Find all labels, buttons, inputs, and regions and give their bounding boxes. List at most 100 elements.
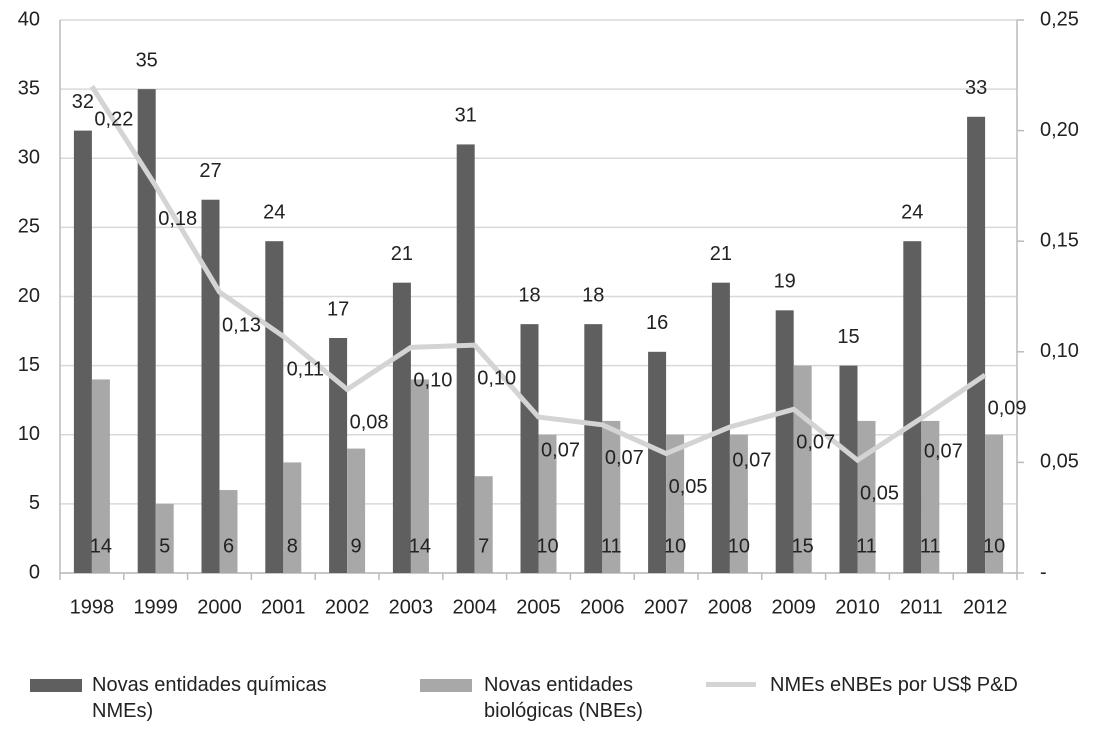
bar xyxy=(985,434,1004,573)
line-label: 0,18 xyxy=(158,208,197,230)
bar-label: 10 xyxy=(664,535,686,557)
bar-label: 6 xyxy=(223,535,234,557)
bar-label: 35 xyxy=(136,49,158,71)
legend-label: NMEs eNBEs por US$ P&D xyxy=(770,674,1018,696)
line-label: 0,22 xyxy=(94,109,133,131)
y-tick-label: 35 xyxy=(18,77,40,99)
bar-label: 10 xyxy=(536,535,558,557)
bar-label: 8 xyxy=(287,535,298,557)
x-tick-label: 2004 xyxy=(452,596,497,618)
line-label: 0,08 xyxy=(350,412,389,434)
bar xyxy=(602,420,621,573)
x-tick-label: 2003 xyxy=(389,596,434,618)
x-tick-label: 2009 xyxy=(771,596,816,618)
legend-swatch xyxy=(30,679,82,692)
y-tick-label: 0 xyxy=(29,561,40,583)
x-tick-label: 2010 xyxy=(835,596,880,618)
bar xyxy=(91,379,110,573)
chart: 0 5 10 15 20 25 30 35 40 - 0,05 0,10 0,15 0,20 0,25 199… xyxy=(18,8,1079,618)
bar xyxy=(201,199,220,573)
bar-label: 7 xyxy=(478,535,489,557)
bar xyxy=(410,379,429,573)
line xyxy=(89,85,987,464)
x-tick-label: 2002 xyxy=(325,596,370,618)
bar xyxy=(155,503,174,573)
line-label: 0,11 xyxy=(287,359,324,381)
x-tick-label: 2006 xyxy=(580,596,625,618)
x-tick-label: 1999 xyxy=(133,596,178,618)
bar-label: 11 xyxy=(920,535,941,557)
x-tick-label: 1998 xyxy=(70,596,115,618)
x-tick-label: 2000 xyxy=(197,596,242,618)
line-label: 0,13 xyxy=(222,314,261,336)
bar xyxy=(648,351,667,573)
y2-tick-label: 0,15 xyxy=(1040,229,1079,251)
x-tick-label: 2005 xyxy=(516,596,561,618)
bar xyxy=(474,476,493,573)
bar-label: 33 xyxy=(965,77,987,99)
y-tick-label: 40 xyxy=(18,8,40,30)
y-tick-label: 10 xyxy=(18,423,40,445)
line-label: 0,07 xyxy=(605,447,644,469)
y2-tick-label: 0,10 xyxy=(1040,340,1079,362)
y-tick-label: 15 xyxy=(18,354,40,376)
bar-label: 11 xyxy=(856,535,877,557)
bar-label: 17 xyxy=(327,298,349,320)
y2-tick-label: 0,25 xyxy=(1040,8,1079,30)
x-tick-label: 2007 xyxy=(644,596,689,618)
bar-label: 15 xyxy=(792,535,814,557)
y-tick-label: 20 xyxy=(18,285,40,307)
bar-label: 21 xyxy=(710,243,732,265)
legend-swatch xyxy=(420,679,472,692)
line-label: 0,10 xyxy=(477,367,516,389)
bar xyxy=(73,130,92,573)
legend-label: Novas entidades químicas NMEs) xyxy=(92,674,327,722)
y2-tick-label: - xyxy=(1040,561,1047,583)
y-tick-label: 25 xyxy=(18,216,40,238)
bar-label: 14 xyxy=(90,535,112,557)
bar xyxy=(520,324,539,573)
y2-tick-label: 0,05 xyxy=(1040,451,1079,473)
bar xyxy=(921,420,940,573)
bar-label: 10 xyxy=(728,535,750,557)
y-tick-label: 5 xyxy=(29,492,40,514)
bar xyxy=(347,448,366,573)
x-tick-label: 2008 xyxy=(708,596,753,618)
y-tick-label: 30 xyxy=(18,147,40,169)
bar xyxy=(839,365,858,573)
bar xyxy=(967,116,986,574)
bar-label: 18 xyxy=(582,284,604,306)
bar-label: 19 xyxy=(774,271,796,293)
bar xyxy=(219,490,238,573)
line-label: 0,09 xyxy=(988,397,1027,419)
bar xyxy=(265,241,284,573)
bar xyxy=(456,144,475,574)
line-label: 0,05 xyxy=(860,482,899,504)
bar xyxy=(392,282,411,573)
bar xyxy=(711,282,730,573)
bar-label: 31 xyxy=(455,105,477,127)
bar xyxy=(666,434,685,573)
bar-label: 11 xyxy=(601,535,622,557)
x-tick-label: 2011 xyxy=(900,596,943,618)
bar-label: 24 xyxy=(263,201,285,223)
bar-label: 24 xyxy=(901,201,923,223)
bar-label: 15 xyxy=(837,326,859,348)
bar xyxy=(329,337,348,573)
bar-label: 32 xyxy=(72,91,94,113)
bar xyxy=(903,241,922,573)
legend-label: Novas entidades biológicas (NBEs) xyxy=(484,674,643,722)
bar-label: 21 xyxy=(391,243,413,265)
line-label: 0,07 xyxy=(924,440,963,462)
legend-swatch xyxy=(706,682,756,687)
bar-label: 10 xyxy=(983,535,1005,557)
line-label: 0,05 xyxy=(669,476,708,498)
bar xyxy=(775,310,794,573)
bar xyxy=(729,434,748,573)
line-label: 0,07 xyxy=(541,439,580,461)
bar xyxy=(283,462,302,573)
y2-tick-label: 0,20 xyxy=(1040,119,1079,141)
x-tick-label: 2001 xyxy=(261,596,306,618)
line-label: 0,10 xyxy=(413,370,452,392)
